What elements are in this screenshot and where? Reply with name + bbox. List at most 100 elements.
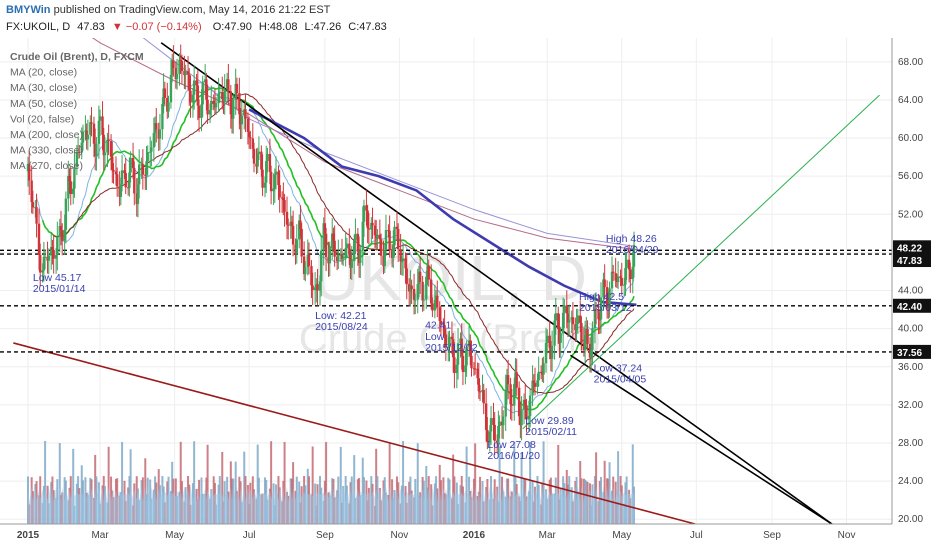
candle-body [608, 288, 611, 308]
candle-body [553, 320, 556, 346]
candle-body [265, 161, 268, 183]
candle-body [367, 228, 371, 230]
volume-bars [27, 441, 635, 524]
volume-bar [206, 444, 209, 524]
candle-body [481, 389, 484, 393]
candle-body [59, 225, 63, 231]
candle-body [189, 90, 192, 103]
author-name[interactable]: BMYWin [6, 4, 51, 16]
candle-body [257, 151, 261, 154]
candle-body [310, 266, 313, 286]
candle-body [289, 221, 292, 226]
volume-bar [579, 460, 582, 524]
candle-body [64, 198, 68, 230]
x-tick-label: Mar [91, 530, 109, 541]
volume-bar [529, 441, 532, 524]
volume-ma-area [28, 486, 634, 524]
candle-body [61, 230, 64, 241]
candle-body [373, 225, 377, 236]
candle-body [517, 387, 521, 417]
candle-body [146, 151, 149, 162]
candle-body [251, 138, 255, 149]
candle-body [554, 313, 557, 321]
candle-body [539, 371, 543, 373]
y-tick-label: 20.00 [898, 514, 923, 525]
candle-body [393, 226, 396, 246]
candle-body [451, 339, 455, 358]
candle-body [597, 309, 600, 320]
x-tick-label: Mar [539, 530, 557, 541]
candle-body [627, 259, 631, 270]
long-term-support-line [13, 342, 696, 524]
candle-body [632, 244, 636, 267]
price-label-box [893, 253, 931, 268]
annotation-date: 2015/04/05 [594, 374, 647, 386]
candle-body [322, 223, 325, 251]
candle-body [448, 336, 451, 347]
candle-body [287, 224, 290, 226]
candle-body [203, 79, 207, 83]
candle-body [41, 270, 44, 273]
candle-body [568, 319, 571, 323]
price-axis[interactable]: 68.0064.0060.0056.0052.0048.0044.0040.00… [891, 38, 923, 525]
x-tick-label: May [165, 530, 184, 541]
annotation-date: 2016/01/20 [487, 450, 540, 462]
candle-body [510, 404, 514, 406]
candle-body [354, 233, 357, 241]
candle-body [401, 258, 405, 262]
candle-body [217, 93, 220, 104]
volume-bar [565, 469, 568, 524]
candle-body [431, 303, 434, 311]
candle-body [141, 164, 145, 175]
candle-body [470, 355, 473, 369]
annotation-label: Low [425, 331, 445, 343]
candle-body [294, 244, 297, 254]
candle-body [497, 425, 500, 443]
annotation-date: 2016/04/29 [606, 244, 659, 256]
candle-body [235, 83, 239, 94]
volume-bar [416, 443, 419, 524]
candle-body [240, 115, 244, 125]
candle-body [78, 151, 81, 153]
candle-body [52, 249, 55, 259]
candle-body [357, 251, 361, 264]
candle-body [35, 207, 38, 224]
candlesticks [26, 44, 636, 455]
candle-body [135, 193, 138, 204]
time-axis[interactable]: 2015 Mar May Jul Sep Nov 2016 Mar May Jul Sep Nov [0, 523, 892, 541]
candle-body [43, 256, 47, 258]
candle-body [210, 100, 213, 110]
horizontal-levels[interactable] [0, 249, 892, 353]
candle-body [84, 130, 87, 132]
candle-body [400, 261, 404, 263]
candle-body [580, 323, 583, 343]
volume-bar [44, 441, 47, 524]
x-tick-label: Sep [316, 530, 334, 541]
candle-body [273, 174, 276, 189]
volume-bar [388, 442, 391, 524]
low-value: L:47.26 [304, 21, 342, 33]
price-label-box [893, 240, 931, 255]
candle-body [137, 164, 141, 185]
candle-body [328, 247, 331, 264]
candle-body [285, 211, 289, 225]
candle-body [238, 93, 241, 115]
candle-body [86, 134, 90, 140]
candle-body [486, 429, 489, 443]
candle-body [298, 220, 301, 240]
candle-body [153, 123, 157, 133]
candle-body [290, 221, 294, 226]
candle-body [223, 89, 226, 103]
candle-body [515, 372, 518, 388]
candle-body [73, 167, 76, 189]
trend-lines[interactable] [13, 42, 880, 524]
candle-body [158, 129, 162, 139]
volume-bar [344, 476, 347, 524]
candle-body [405, 268, 408, 285]
candle-body [178, 59, 181, 75]
candle-body [359, 250, 362, 264]
candle-body [598, 319, 601, 321]
candle-body [590, 349, 593, 358]
chart-header: BMYWin published on TradingView.com, May… [0, 0, 932, 38]
